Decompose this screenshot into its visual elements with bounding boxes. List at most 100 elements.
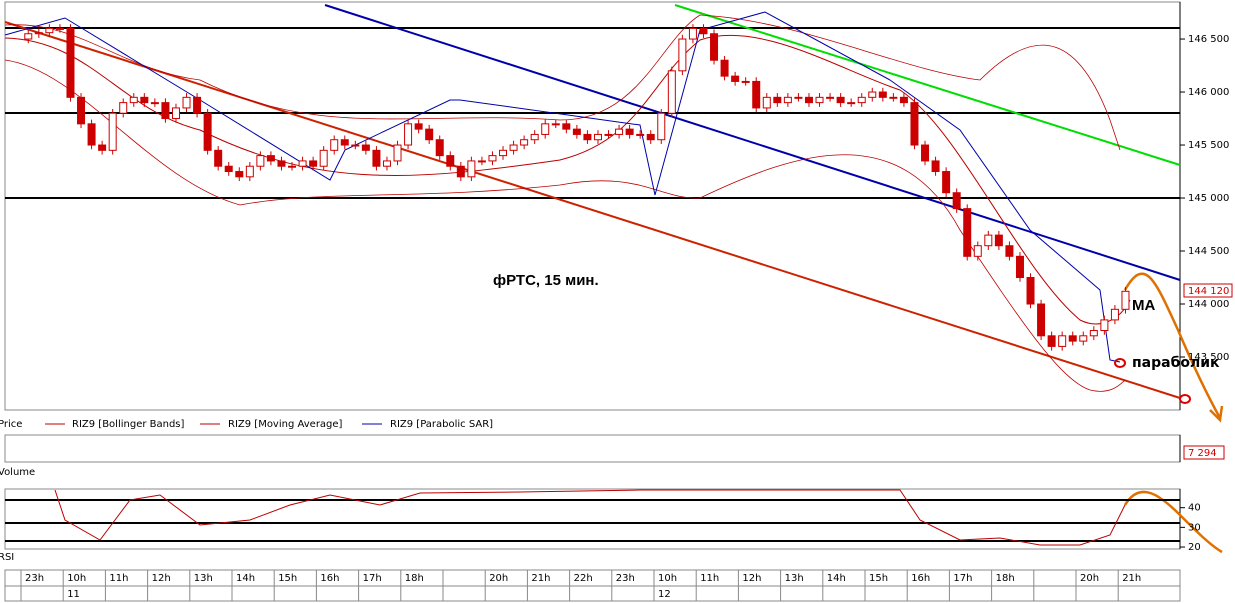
arrow-head (1209, 405, 1224, 423)
trend-line (674, 4, 1181, 166)
candle-body (583, 133, 592, 141)
y-tick-label: 143 500 (1188, 352, 1229, 363)
candle-body (214, 149, 223, 167)
y-tick-label: 146 500 (1188, 34, 1229, 45)
marker (1114, 358, 1126, 368)
price-tag-label: 144 120 (1188, 286, 1229, 297)
candle-body (1068, 335, 1077, 342)
volume-panel (4, 434, 1181, 463)
candle-body (98, 144, 107, 151)
candle-body (815, 96, 824, 104)
candle-body (762, 96, 771, 109)
candle-body (1121, 290, 1130, 310)
candle-body (266, 155, 275, 162)
candle-body (931, 160, 940, 173)
candle-body (646, 133, 655, 141)
rsi-levels (5, 499, 1180, 542)
candle-body (140, 96, 149, 104)
x-tick-label: 15h (278, 573, 297, 584)
candle-body (899, 96, 908, 104)
candle-body (129, 96, 138, 104)
candle-body (425, 128, 434, 141)
trend-line (324, 4, 1181, 281)
trend-line (4, 21, 1181, 399)
candle-body (826, 96, 835, 99)
candle-body (1058, 335, 1067, 347)
candle-body (171, 107, 180, 120)
x-tick-label: 12h (152, 573, 171, 584)
candle-body (435, 139, 444, 157)
candle-body (710, 33, 719, 61)
candle-body (1110, 308, 1119, 321)
candle-body (857, 96, 866, 104)
candle-body (446, 155, 455, 167)
candle-body (625, 128, 634, 135)
x-tick-label: 13h (194, 573, 213, 584)
x-tick-label: 17h (363, 573, 382, 584)
candle-body (1026, 277, 1035, 305)
candle-body (657, 112, 666, 141)
candle-body (119, 102, 128, 114)
candle-body (868, 91, 877, 98)
candle-body (720, 59, 729, 77)
volume-tag (1183, 445, 1225, 460)
candle-body (1015, 255, 1024, 279)
x-tick-label: 23h (25, 573, 44, 584)
candle-body (678, 38, 687, 72)
candle-body (488, 155, 497, 162)
candle-body (836, 96, 845, 104)
y-tick-label: 144 000 (1188, 299, 1229, 310)
candle-body (203, 112, 212, 151)
candle-body (752, 80, 761, 109)
candle-body (393, 144, 402, 162)
legend-item: Price (0, 419, 22, 430)
x-tick-label: 21h (1122, 573, 1141, 584)
candle-body (520, 139, 529, 146)
panel-label: RSI (0, 552, 14, 563)
day-label: 12 (658, 589, 671, 600)
candle-body (973, 245, 982, 257)
y-tick-label: 146 000 (1188, 87, 1229, 98)
x-tick-label: 13h (785, 573, 804, 584)
candle-body (66, 27, 75, 98)
candle-body (530, 133, 539, 141)
y-tick-label: 145 000 (1188, 193, 1229, 204)
candle-body (414, 123, 423, 130)
candle-body (1089, 330, 1098, 337)
x-tick-label: 21h (531, 573, 550, 584)
candle-body (889, 96, 898, 99)
x-tick-label: 14h (827, 573, 846, 584)
y-tick-label: 144 500 (1188, 246, 1229, 257)
candle-body (509, 144, 518, 151)
candle-body (699, 27, 708, 35)
candle-body (1100, 319, 1109, 332)
candle-body (604, 133, 613, 136)
candle-body (942, 171, 951, 194)
legend-item: RIZ9 [Parabolic SAR] (390, 419, 493, 430)
candle-body (309, 160, 318, 167)
candle-body (330, 139, 339, 151)
candle-body (1047, 335, 1056, 347)
candle-body (161, 102, 170, 120)
candle-body (361, 144, 370, 151)
candle-body (224, 165, 233, 173)
candle-body (182, 96, 191, 109)
candle-body (1079, 335, 1088, 342)
candle-body (541, 123, 550, 135)
legend-item: RIZ9 [Bollinger Bands] (72, 419, 185, 430)
x-tick-label: 15h (869, 573, 888, 584)
candle-body (562, 123, 571, 130)
x-tick-label: 14h (236, 573, 255, 584)
candle-body (688, 27, 697, 40)
candle-body (499, 149, 508, 157)
candle-body (372, 149, 381, 167)
candle-body (952, 192, 961, 210)
bollinger-lower (4, 59, 1126, 392)
x-tick-label: 23h (616, 573, 635, 584)
candle-body (921, 144, 930, 162)
marker (1179, 394, 1191, 404)
x-tick-label: 10h (658, 573, 677, 584)
candle-body (34, 32, 43, 35)
day-label: 11 (67, 589, 80, 600)
x-tick-label: 12h (742, 573, 761, 584)
